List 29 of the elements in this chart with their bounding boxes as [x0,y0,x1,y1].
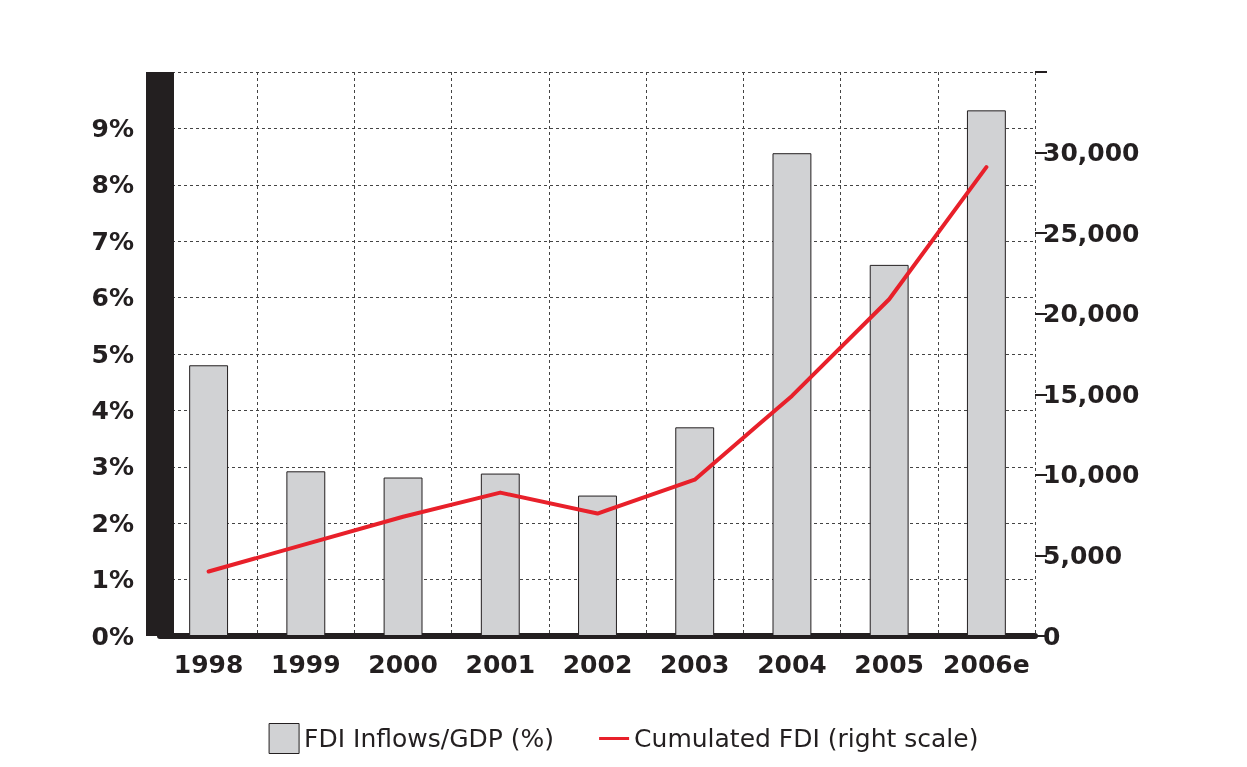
y-tick-label: 1% [91,565,134,595]
y-tick-label: 7% [91,226,134,256]
y-tick-label: 8% [91,170,134,200]
y-tick-label: 6% [91,283,134,313]
x-tick-label: 1998 [173,650,244,679]
y-tick-label: 4% [91,395,134,425]
x-tick-label: 2002 [562,650,633,679]
x-tick-label: 2003 [659,650,730,679]
x-tick-label: 2000 [368,650,438,679]
x-tick-label: 2005 [854,650,924,679]
y2-tick-label: 30,000 [1043,138,1140,168]
line-series [206,165,989,574]
legend-label: Cumulated FDI (right scale) [634,724,979,753]
y2-tick-label: 5,000 [1043,540,1123,570]
y2-tick-label: 10,000 [1043,460,1140,490]
y-tick-label: 3% [91,452,134,482]
x-tick-label: 1999 [271,650,341,679]
y-tick-label: 9% [91,113,134,143]
legend-label: FDI Inflows/GDP (%) [304,724,555,753]
y2-tick-label: 0 [1043,621,1061,651]
y-tick-label: 5% [91,339,134,369]
y2-tick-label: 15,000 [1043,379,1140,409]
x-tick-label: 2004 [757,650,827,679]
y2-tick-label: 20,000 [1043,299,1140,329]
y-tick-label: 2% [91,508,134,538]
x-tick-label: 2006e [943,650,1030,679]
x-tick-label: 2001 [465,650,536,679]
y2-tick-label: 25,000 [1043,218,1140,248]
y-tick-label: 0% [91,621,134,651]
